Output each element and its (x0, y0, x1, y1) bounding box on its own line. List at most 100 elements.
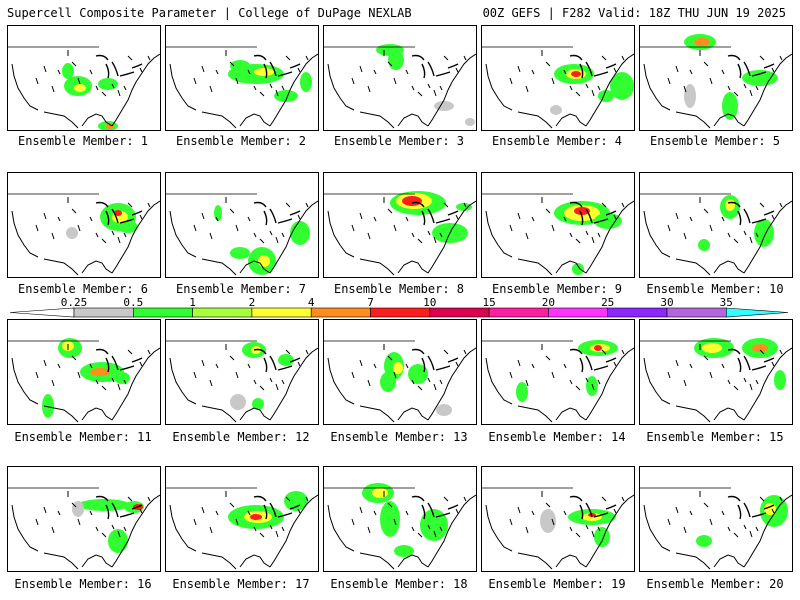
map-canvas (166, 340, 318, 423)
great-lakes (727, 201, 775, 226)
ensemble-member-map (481, 25, 635, 131)
ensemble-member-label: Ensemble Member: 6 (17, 282, 149, 296)
state-boundary-fragments (35, 344, 151, 391)
great-lakes (95, 495, 143, 520)
ensemble-member-label: Ensemble Member: 11 (14, 430, 152, 444)
great-lakes (411, 495, 459, 520)
scp-contour-fill (394, 545, 414, 557)
ensemble-member-label: Ensemble Member: 7 (175, 282, 307, 296)
scp-contour-fill (300, 72, 312, 92)
ensemble-member-map (323, 25, 477, 131)
coastline (643, 494, 792, 570)
colorbar-segment (133, 307, 193, 318)
ensemble-member-map (165, 25, 319, 131)
state-boundary-fragments (193, 491, 309, 538)
map-canvas (324, 483, 476, 570)
ensemble-member-map (323, 172, 477, 278)
ensemble-member-map (481, 172, 635, 278)
scp-contour-fill (114, 210, 122, 216)
state-boundary-fragments (667, 491, 783, 538)
map-canvas (8, 338, 160, 423)
ensemble-member-map (165, 319, 319, 425)
coastline (485, 494, 634, 570)
great-lakes (411, 54, 459, 79)
ensemble-member-map (7, 466, 161, 572)
great-lakes (411, 201, 459, 226)
scp-contour-fill (284, 491, 308, 511)
scp-contour-fill (586, 376, 598, 396)
scp-contour-fill (434, 101, 454, 111)
ensemble-member-label: Ensemble Member: 8 (333, 282, 465, 296)
great-lakes (727, 348, 775, 373)
scp-contour-fill (594, 345, 602, 351)
scp-contour-fill (702, 343, 722, 353)
colorbar-tick-label: 10 (423, 296, 436, 309)
scp-contour-fill (230, 60, 250, 72)
coastline (327, 347, 476, 423)
state-boundary-fragments (35, 197, 151, 244)
state-boundary-fragments (351, 491, 467, 538)
great-lakes (569, 495, 617, 520)
great-lakes (253, 201, 301, 226)
great-lakes (569, 54, 617, 79)
scp-contour-fill (250, 514, 262, 520)
colorbar-segment (73, 307, 134, 318)
scp-contour-fill (388, 50, 404, 70)
ensemble-member-map (7, 319, 161, 425)
colorbar-tick-label: 15 (482, 296, 495, 309)
scp-contour-fill (380, 501, 400, 537)
ensemble-member-label: Ensemble Member: 13 (330, 430, 468, 444)
coastline (169, 53, 318, 129)
coastline (11, 200, 160, 276)
scp-contour-fill (742, 70, 778, 86)
scp-contour-fill (258, 255, 270, 267)
colorbar-segment (548, 307, 609, 318)
scp-contour-fill (72, 501, 84, 517)
state-boundary-fragments (193, 50, 309, 97)
state-boundary-fragments (667, 197, 783, 244)
colorbar-segment (725, 307, 789, 318)
scp-contour-fill (278, 354, 294, 366)
coastline (11, 53, 160, 129)
map-canvas (166, 193, 318, 276)
scp-contour-fill (572, 263, 584, 275)
state-boundary-fragments (509, 344, 625, 391)
map-canvas (482, 340, 634, 423)
scp-contour-fill (108, 529, 128, 553)
coastline (169, 494, 318, 570)
scp-contour-fill (252, 398, 264, 410)
ensemble-member-label: Ensemble Member: 19 (488, 577, 626, 591)
coastline (485, 347, 634, 423)
scp-contour-fill (230, 394, 246, 410)
map-canvas (482, 193, 634, 276)
great-lakes (727, 495, 775, 520)
scp-contour-fill (774, 370, 786, 390)
scp-contour-fill (594, 213, 622, 229)
scp-contour-fill (598, 90, 614, 102)
colorbar-segment (429, 307, 490, 318)
ensemble-member-label: Ensemble Member: 18 (330, 577, 468, 591)
scp-contour-fill (393, 362, 403, 374)
great-lakes (411, 348, 459, 373)
great-lakes (569, 201, 617, 226)
scp-contour-fill (402, 196, 422, 206)
map-canvas (640, 193, 792, 276)
ensemble-member-label: Ensemble Member: 5 (649, 134, 781, 148)
coastline (327, 200, 476, 276)
scp-contour-fill (722, 92, 738, 120)
colorbar-tick-label: 25 (601, 296, 614, 309)
colorbar-tick-label: 20 (542, 296, 555, 309)
scp-contour-fill (436, 404, 452, 416)
ensemble-member-map (7, 172, 161, 278)
colorbar-segment (370, 307, 431, 318)
scp-contour-fill (698, 239, 710, 251)
scp-contour-fill (42, 394, 54, 418)
ensemble-member-label: Ensemble Member: 3 (333, 134, 465, 148)
map-canvas (482, 46, 634, 129)
map-canvas (482, 487, 634, 570)
state-boundary-fragments (351, 50, 467, 97)
colorbar-segment (310, 307, 371, 318)
state-boundary-fragments (35, 50, 151, 97)
ensemble-member-map (639, 172, 793, 278)
ensemble-member-map (639, 319, 793, 425)
